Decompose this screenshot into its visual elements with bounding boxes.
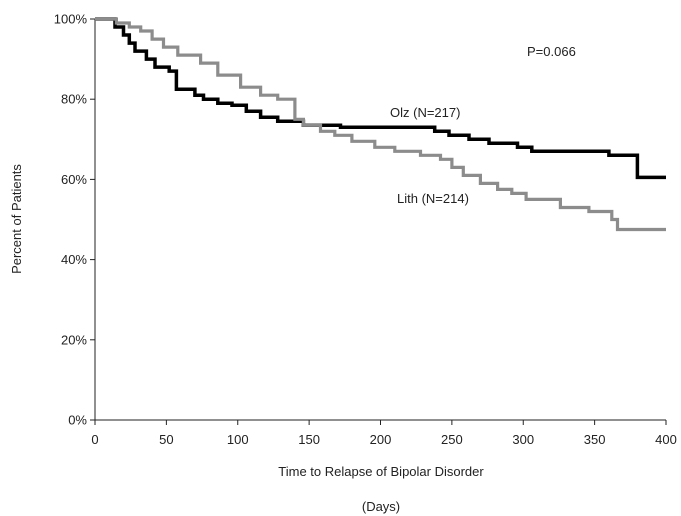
x-axis-ticks: 0 50 100 150 200 250 300 350 400: [91, 420, 677, 447]
x-tick-label: 300: [512, 432, 534, 447]
series-line-olz: [95, 17, 666, 180]
series-label-lith: Lith (N=214): [397, 191, 469, 206]
x-tick-label: 200: [370, 432, 392, 447]
y-axis-ticks: 0% 20% 40% 60% 80% 100%: [54, 12, 95, 428]
x-axis-title: Time to Relapse of Bipolar Disorder: [278, 464, 484, 479]
y-axis-title: Percent of Patients: [9, 164, 24, 274]
x-axis-unit: (Days): [362, 499, 400, 514]
p-value-annotation: P=0.066: [527, 44, 576, 59]
x-tick-label: 100: [227, 432, 249, 447]
y-tick-label: 40%: [61, 252, 87, 267]
x-tick-label: 150: [298, 432, 320, 447]
x-tick-label: 0: [91, 432, 98, 447]
y-tick-label: 100%: [54, 12, 88, 27]
y-tick-label: 20%: [61, 332, 87, 347]
x-tick-label: 250: [441, 432, 463, 447]
x-tick-label: 400: [655, 432, 677, 447]
y-tick-label: 60%: [61, 172, 87, 187]
y-tick-label: 0%: [68, 413, 87, 428]
series-line-lith: [95, 17, 666, 232]
x-tick-label: 350: [584, 432, 606, 447]
y-tick-label: 80%: [61, 92, 87, 107]
series-label-olz: Olz (N=217): [390, 105, 460, 120]
x-tick-label: 50: [159, 432, 173, 447]
series-lines: [95, 17, 666, 232]
